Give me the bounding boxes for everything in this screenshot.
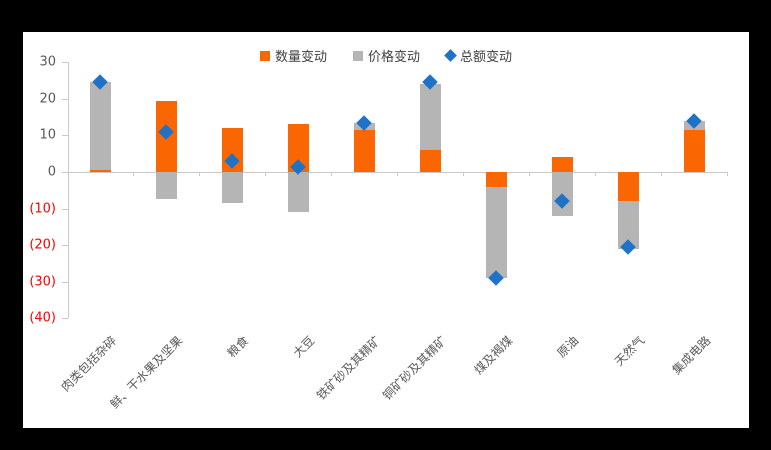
x-axis-category-label: 天然气 xyxy=(612,333,648,369)
quantity-bar-segment xyxy=(287,124,309,172)
x-axis-category-label: 原油 xyxy=(554,333,582,361)
y-axis-tick-label: (30) xyxy=(29,274,56,290)
category-boundary-tick xyxy=(331,172,333,176)
legend-item-quantity: 数量变动 xyxy=(259,46,327,65)
y-axis-tick-label: (20) xyxy=(29,237,56,253)
legend-swatch-total-icon xyxy=(444,49,457,62)
x-axis-category-label: 铁矿砂及其精矿 xyxy=(314,333,384,403)
category-boundary-tick xyxy=(727,172,728,176)
x-axis-category-label: 集成电路 xyxy=(669,333,714,378)
quantity-bar-segment xyxy=(89,170,111,172)
price-bar-segment xyxy=(89,82,111,171)
quantity-bar-segment xyxy=(683,129,705,172)
legend-swatch-price-icon xyxy=(352,50,363,61)
category-boundary-tick xyxy=(661,172,663,176)
quantity-bar-segment xyxy=(419,150,441,172)
quantity-bar-segment xyxy=(353,129,375,172)
price-bar-segment xyxy=(419,84,441,151)
price-bar-segment xyxy=(617,201,639,249)
legend: 数量变动 价格变动 总额变动 xyxy=(23,46,749,65)
x-axis-category-label: 鲜、干水果及坚果 xyxy=(107,333,186,412)
y-axis-tick xyxy=(61,208,68,210)
legend-label-price: 价格变动 xyxy=(367,50,420,65)
y-axis-tick-label: 10 xyxy=(39,127,56,143)
price-bar-segment xyxy=(221,172,243,204)
category-boundary-tick xyxy=(265,172,267,176)
quantity-bar-segment xyxy=(485,172,507,187)
quantity-bar-segment xyxy=(617,172,639,202)
y-axis-tick xyxy=(61,135,68,137)
y-axis-tick xyxy=(61,281,68,283)
price-bar-segment xyxy=(485,186,507,279)
y-axis-tick xyxy=(61,318,68,320)
x-axis-category-label: 煤及褐煤 xyxy=(471,333,516,378)
category-boundary-tick xyxy=(397,172,399,176)
category-boundary-tick xyxy=(595,172,597,176)
y-axis-tick-label: (40) xyxy=(29,310,56,326)
legend-swatch-quantity-icon xyxy=(259,50,270,61)
legend-label-quantity: 数量变动 xyxy=(274,50,327,65)
chart-panel: 数量变动 价格变动 总额变动 30 20 10 0 (10) (20) (30) (40) 肉类… xyxy=(23,32,749,428)
x-axis-category-label: 铜矿砂及其精矿 xyxy=(380,333,450,403)
x-axis-category-label: 肉类包括杂碎 xyxy=(58,333,120,395)
y-axis-line xyxy=(67,62,69,319)
y-axis-tick xyxy=(61,245,68,247)
y-axis-tick-label: 0 xyxy=(47,164,56,180)
y-axis-tick-label: (10) xyxy=(29,201,56,217)
legend-item-price: 价格变动 xyxy=(352,46,420,65)
x-axis-category-label: 大豆 xyxy=(290,333,318,361)
legend-item-total: 总额变动 xyxy=(444,46,513,65)
y-axis-tick-label: 20 xyxy=(39,91,56,107)
y-axis-tick xyxy=(61,98,68,100)
quantity-bar-segment xyxy=(551,157,573,172)
category-boundary-tick xyxy=(199,172,201,176)
category-boundary-tick xyxy=(529,172,531,176)
x-axis-category-label: 粮食 xyxy=(224,333,252,361)
category-boundary-tick xyxy=(133,172,135,176)
price-bar-segment xyxy=(155,172,177,200)
y-axis-tick xyxy=(61,172,68,173)
y-axis-tick xyxy=(61,62,68,64)
price-bar-segment xyxy=(287,172,309,213)
category-boundary-tick xyxy=(463,172,465,176)
y-axis-tick-label: 30 xyxy=(39,54,56,70)
legend-label-total: 总额变动 xyxy=(460,50,513,65)
